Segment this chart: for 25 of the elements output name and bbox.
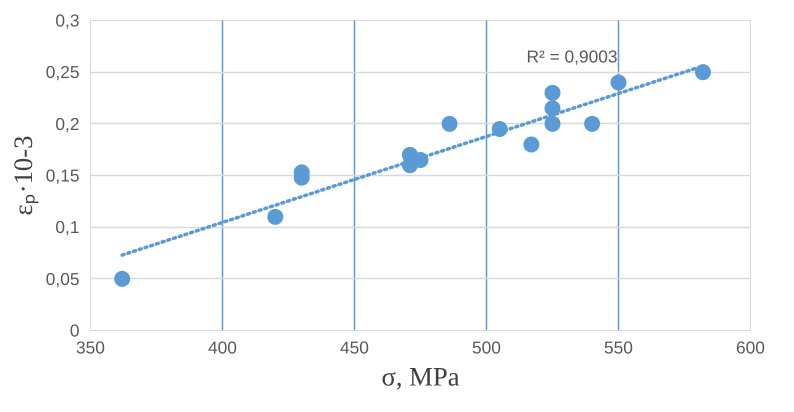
y-tick-label: 0	[70, 320, 80, 340]
point	[442, 116, 458, 132]
x-tick-label: 600	[736, 338, 765, 358]
x-tick-label: 350	[76, 338, 105, 358]
point	[584, 116, 600, 132]
y-tick-label: 0,15	[46, 166, 80, 186]
x-tick-label: 550	[604, 338, 633, 358]
y-tick-label: 0,1	[55, 217, 80, 238]
x-tick-label: 400	[208, 338, 237, 358]
y-tick-label: 0,25	[46, 62, 80, 82]
point	[544, 84, 560, 101]
x-axis-title: σ, MPa	[381, 362, 460, 392]
y-tick-label: 0,2	[55, 114, 80, 134]
x-tick-label: 450	[340, 338, 369, 358]
point	[544, 116, 560, 132]
x-tick-label: 500	[472, 338, 501, 358]
point	[694, 64, 711, 80]
y-tick-label: 0,3	[55, 10, 80, 30]
point	[523, 136, 540, 152]
y-tick-label: 0,05	[46, 268, 80, 289]
point	[610, 74, 626, 90]
y-axis-title: εₚ·10-3	[8, 136, 39, 216]
point	[267, 208, 284, 225]
point	[114, 270, 130, 287]
annotation: R² = 0,9003	[526, 46, 618, 66]
